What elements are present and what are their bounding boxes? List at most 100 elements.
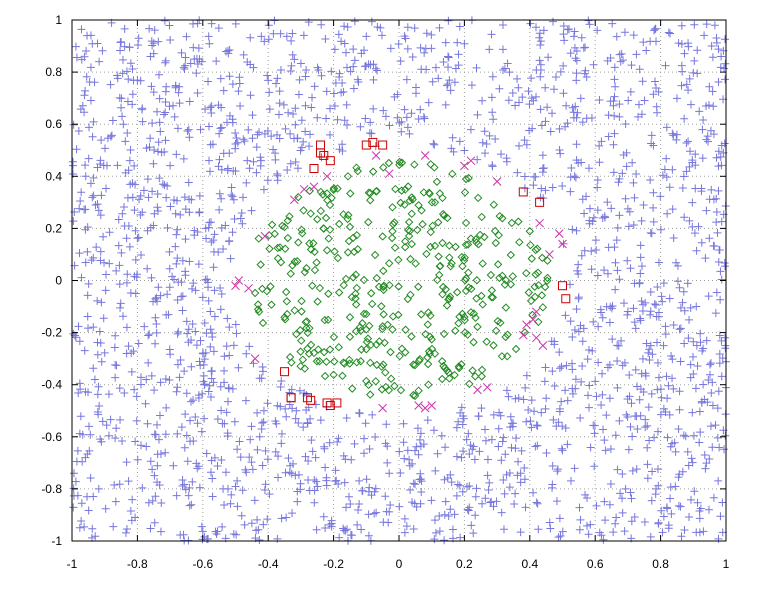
data-point-plus <box>160 16 169 25</box>
data-point-plus <box>665 294 674 303</box>
data-point-diamond <box>341 274 351 284</box>
data-point-plus <box>119 120 128 129</box>
data-point-plus <box>146 524 155 533</box>
data-point-plus <box>312 477 321 486</box>
data-point-plus <box>526 19 535 28</box>
data-point-square <box>322 398 332 408</box>
data-point-plus <box>591 377 600 386</box>
data-point-diamond <box>329 370 338 380</box>
data-point-plus <box>255 374 264 383</box>
data-point-plus <box>536 105 545 114</box>
data-point-plus <box>325 438 334 447</box>
data-point-plus <box>126 507 135 516</box>
data-point-plus <box>708 53 717 62</box>
data-point-plus <box>339 451 348 460</box>
data-point-plus <box>686 360 695 369</box>
data-point-plus <box>674 473 683 482</box>
data-point-diamond <box>530 282 539 291</box>
data-point-plus <box>478 138 487 147</box>
data-point-diamond <box>276 258 286 267</box>
data-point-plus <box>239 193 248 202</box>
data-point-plus <box>716 295 725 304</box>
data-point-plus <box>321 523 330 532</box>
data-point-plus <box>181 410 190 419</box>
data-point-plus <box>242 468 251 477</box>
data-point-plus <box>680 526 689 535</box>
data-point-plus <box>691 184 700 193</box>
data-point-plus <box>695 107 704 116</box>
data-point-diamond <box>315 283 325 293</box>
data-point-plus <box>346 67 355 76</box>
data-point-plus <box>289 110 298 119</box>
data-point-plus <box>691 384 700 393</box>
data-point-diamond <box>266 282 275 291</box>
data-point-plus <box>163 223 172 232</box>
data-point-plus <box>696 428 705 437</box>
data-point-plus <box>267 132 276 141</box>
data-point-plus <box>613 383 622 392</box>
data-point-plus <box>529 181 538 190</box>
data-point-plus <box>313 113 322 122</box>
data-point-plus <box>347 455 356 464</box>
data-point-plus <box>612 32 621 41</box>
data-point-plus <box>721 431 730 440</box>
data-point-plus <box>117 248 126 257</box>
data-point-plus <box>491 135 500 144</box>
data-point-diamond <box>506 280 516 289</box>
data-point-plus <box>330 101 339 110</box>
data-point-plus <box>131 226 140 235</box>
data-point-plus <box>631 365 640 374</box>
data-point-plus <box>685 315 694 324</box>
data-point-plus <box>602 411 611 420</box>
data-point-plus <box>534 525 543 534</box>
data-point-plus <box>367 491 376 500</box>
data-point-plus <box>90 375 99 384</box>
data-point-diamond <box>497 352 507 361</box>
data-point-plus <box>150 430 159 439</box>
data-point-diamond <box>330 247 339 256</box>
data-point-plus <box>72 145 81 154</box>
data-point-plus <box>635 314 644 323</box>
data-point-plus <box>193 88 202 97</box>
y-tick-label: 0.8 <box>45 65 62 79</box>
data-point-plus <box>641 423 650 432</box>
data-point-plus <box>227 183 236 192</box>
data-point-plus <box>114 215 123 224</box>
data-point-plus <box>215 155 224 164</box>
data-point-plus <box>291 120 300 129</box>
data-point-plus <box>595 528 604 537</box>
data-point-plus <box>659 404 668 413</box>
data-point-plus <box>75 204 84 213</box>
data-point-plus <box>386 44 395 53</box>
data-point-plus <box>301 452 310 461</box>
data-point-plus <box>231 19 240 28</box>
data-point-plus <box>428 77 437 86</box>
data-point-plus <box>208 140 217 149</box>
data-point-plus <box>394 39 403 48</box>
data-point-plus <box>648 350 657 359</box>
data-point-plus <box>415 435 424 444</box>
data-point-plus <box>501 450 510 459</box>
data-point-diamond <box>464 283 473 292</box>
data-point-plus <box>301 127 310 136</box>
data-point-plus <box>511 394 520 403</box>
data-point-plus <box>76 412 85 421</box>
data-point-plus <box>225 236 234 245</box>
data-point-plus <box>340 478 349 487</box>
data-point-plus <box>712 207 721 216</box>
data-point-plus <box>136 373 145 382</box>
data-point-plus <box>644 403 653 412</box>
data-point-plus <box>209 378 218 387</box>
data-point-plus <box>500 489 509 498</box>
data-point-plus <box>407 109 416 118</box>
data-point-plus <box>322 114 331 123</box>
data-point-plus <box>624 445 633 454</box>
data-point-plus <box>145 24 154 33</box>
data-point-plus <box>256 153 265 162</box>
data-point-plus <box>527 94 536 103</box>
data-point-plus <box>277 429 286 438</box>
data-point-plus <box>563 440 572 449</box>
data-point-plus <box>151 339 160 348</box>
data-point-plus <box>458 420 467 429</box>
data-point-plus <box>532 498 541 507</box>
